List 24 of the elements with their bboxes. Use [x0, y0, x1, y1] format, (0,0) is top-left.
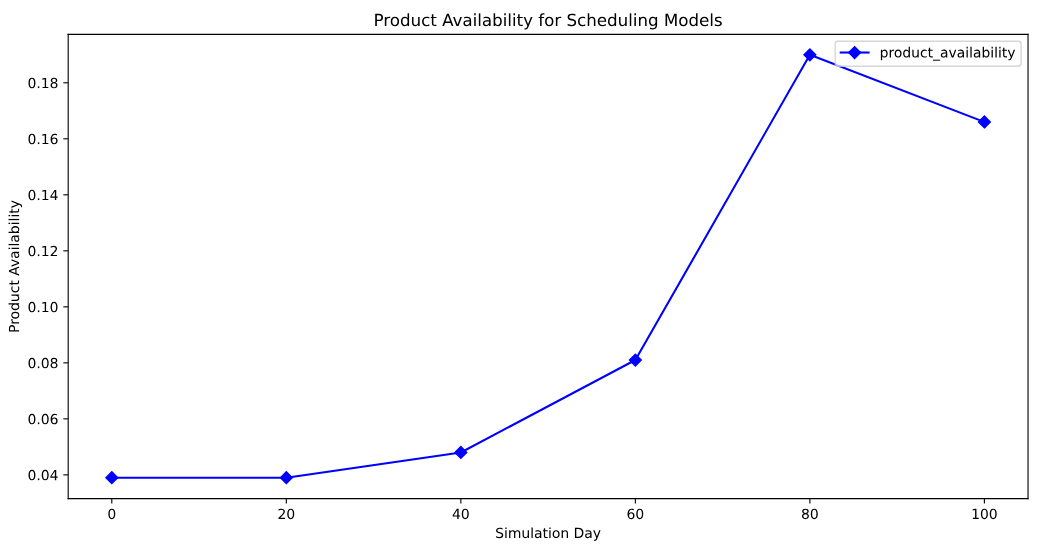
point [803, 48, 817, 62]
y-tick-label: 0.18 [28, 77, 58, 89]
y-tick-label: 0.06 [28, 413, 58, 425]
y-tick-label: 0.12 [28, 245, 58, 257]
y-tick-label: 0.08 [28, 357, 58, 369]
x-tick-label: 100 [972, 508, 997, 520]
y-tick-label: 0.04 [28, 469, 58, 481]
x-tick-label: 80 [801, 508, 818, 520]
y-axis-title: Product Availability [8, 200, 22, 332]
chart-title: Product Availability for Scheduling Models [375, 13, 722, 30]
x-tick-label: 20 [278, 508, 295, 520]
y-tick-label: 0.14 [28, 189, 58, 201]
y-tick-label: 0.16 [28, 133, 58, 145]
x-tick-label: 0 [108, 508, 116, 520]
legend-label: product_availability [880, 46, 1016, 61]
point [628, 353, 642, 367]
point [105, 471, 119, 485]
point [279, 471, 293, 485]
point [454, 445, 468, 460]
x-tick-label: 40 [452, 508, 469, 520]
point [977, 115, 991, 129]
x-axis-title: Simulation Day [496, 527, 601, 541]
x-tick-label: 60 [627, 508, 644, 520]
y-tick-label: 0.10 [28, 301, 58, 313]
